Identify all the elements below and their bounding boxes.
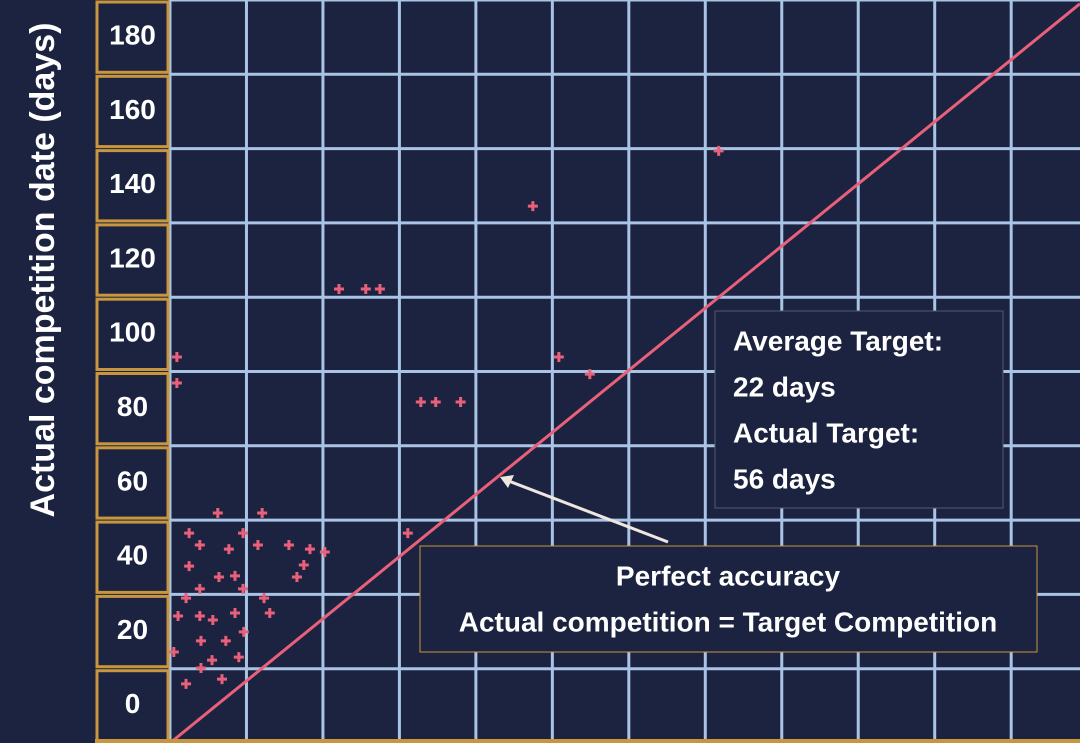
point xyxy=(238,626,249,637)
point xyxy=(168,646,179,657)
point xyxy=(374,284,385,295)
point xyxy=(173,610,184,621)
tick-cell xyxy=(95,0,170,74)
point xyxy=(257,508,268,519)
info-box xyxy=(714,310,1004,509)
annotation-box xyxy=(419,545,1038,653)
point xyxy=(233,652,244,663)
point xyxy=(171,378,182,389)
tick-cell xyxy=(95,372,170,446)
info-text: Average Target: xyxy=(733,325,943,356)
point xyxy=(584,369,595,380)
annotation-text: Actual competition = Target Competition xyxy=(459,606,998,637)
point xyxy=(230,607,240,618)
point xyxy=(184,528,195,539)
point xyxy=(455,396,466,407)
info-text: 22 days xyxy=(733,371,836,402)
point xyxy=(194,610,205,621)
tick-cell xyxy=(95,520,170,594)
point xyxy=(230,570,240,581)
point xyxy=(291,571,302,582)
tick-cell xyxy=(95,297,170,372)
point xyxy=(319,547,330,558)
point xyxy=(430,396,441,407)
point xyxy=(360,284,371,295)
tick-cell xyxy=(95,446,170,520)
point xyxy=(527,201,538,212)
tick-cell xyxy=(95,594,170,669)
tick-cell xyxy=(95,223,170,297)
y-tick-label: 60 xyxy=(117,465,148,496)
point xyxy=(298,560,309,571)
y-tick-label: 20 xyxy=(117,614,148,645)
point xyxy=(194,583,205,594)
point xyxy=(181,593,192,604)
point xyxy=(217,674,227,685)
y-tick-label: 140 xyxy=(109,168,156,199)
point xyxy=(553,352,564,363)
point xyxy=(304,544,315,555)
point xyxy=(181,678,192,689)
y-tick-label: 120 xyxy=(109,242,156,273)
point xyxy=(194,539,205,550)
arrow-head xyxy=(500,475,514,488)
point xyxy=(283,539,294,550)
point xyxy=(220,635,231,646)
point xyxy=(207,655,218,666)
point xyxy=(195,662,206,673)
point xyxy=(238,528,249,539)
point xyxy=(259,593,270,604)
point xyxy=(415,396,426,407)
y-axis-title: Actual competition date (days) xyxy=(24,23,62,518)
point xyxy=(223,544,234,555)
point xyxy=(212,508,223,519)
tick-cell xyxy=(95,149,170,223)
y-tick-label: 160 xyxy=(109,94,156,125)
point xyxy=(195,635,206,646)
point xyxy=(238,583,249,594)
point xyxy=(402,528,413,539)
point xyxy=(264,607,275,618)
info-text: Actual Target: xyxy=(733,417,919,448)
y-tick-label: 180 xyxy=(109,20,156,51)
y-tick-label: 80 xyxy=(117,391,148,422)
point xyxy=(171,352,182,363)
point xyxy=(213,571,224,582)
tick-cell xyxy=(95,669,170,743)
point xyxy=(207,615,218,626)
point xyxy=(252,539,263,550)
point xyxy=(184,561,195,572)
y-tick-label: 0 xyxy=(125,688,141,719)
tick-cell xyxy=(95,74,170,149)
info-text: 56 days xyxy=(733,463,836,494)
arrow-shaft xyxy=(505,478,669,544)
y-tick-label: 100 xyxy=(109,317,156,348)
annotation-text: Perfect accuracy xyxy=(616,560,841,591)
point xyxy=(713,145,724,156)
y-tick-label: 40 xyxy=(117,540,148,571)
point xyxy=(334,284,344,295)
reference-line xyxy=(169,2,1080,743)
